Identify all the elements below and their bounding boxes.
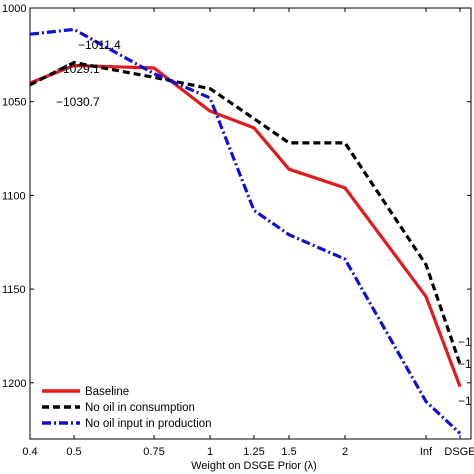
- series-line-2: [29, 27, 462, 435]
- x-tick-label: 1.5: [281, 446, 296, 458]
- legend: Baseline No oil in consumption No oil in…: [34, 378, 240, 434]
- y-tick-label: 1050: [2, 97, 26, 109]
- legend-label-no-oil-consumption: No oil in consumption: [85, 402, 195, 414]
- x-tick-label: 0.5: [66, 446, 81, 458]
- right-edge-label-2: −1: [458, 357, 472, 371]
- x-tick-label: 1: [207, 446, 213, 458]
- series-lines: [29, 27, 462, 435]
- y-tick-label: 1100: [2, 190, 26, 202]
- series-line-0: [29, 63, 462, 388]
- legend-label-no-oil-input: No oil input in production: [85, 418, 212, 430]
- x-axis-label: Weight on DSGE Prior (λ): [191, 460, 317, 472]
- right-edge-label-1: −1: [458, 335, 472, 349]
- right-edge-label-3: −1: [458, 394, 472, 408]
- y-tick-label: 1200: [2, 378, 26, 390]
- annotation-baseline: −1030.7: [56, 95, 100, 109]
- legend-label-baseline: Baseline: [85, 386, 129, 398]
- x-tick-label: 0.4: [22, 446, 37, 458]
- y-tick-label: 1000: [2, 3, 26, 15]
- x-tick-label: 1.25: [243, 446, 264, 458]
- annotations: −1011.4 −1029.1 −1030.7 −1 −1 −1: [56, 38, 472, 408]
- x-tick-label: 0.75: [143, 446, 164, 458]
- axis-ticks: 0.4 0.5 0.75 1 1.25 1.5 2 Inf DSGE 1000 1050 1100 11…: [2, 3, 474, 458]
- plot-frame: [29, 7, 472, 440]
- y-tick-label: 1150: [2, 284, 26, 296]
- x-tick-label: Inf: [420, 446, 433, 458]
- annotation-no-oil-input: −1011.4: [78, 38, 121, 52]
- annotation-no-oil-consumption: −1029.1: [56, 62, 100, 76]
- x-tick-label: 2: [342, 446, 348, 458]
- x-tick-label: DSGE: [444, 446, 474, 458]
